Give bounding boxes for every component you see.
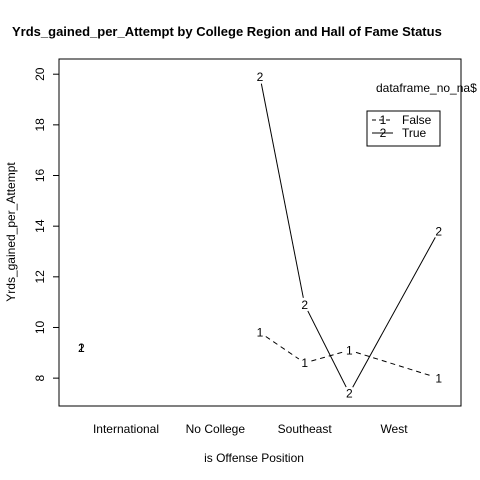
data-point: 1: [435, 371, 442, 385]
data-point: 2: [78, 341, 85, 355]
series-line-segment: [307, 310, 347, 388]
data-point: 1: [78, 341, 85, 355]
data-point: 2: [257, 70, 264, 84]
y-tick-label: 16: [33, 169, 47, 183]
y-tick-label: 18: [33, 118, 47, 132]
x-tick-label: West: [380, 422, 408, 436]
y-axis-label: Yrds_gained_per_Attempt: [4, 162, 18, 302]
series-line-segment: [260, 83, 304, 298]
series-line-segment: [265, 336, 300, 360]
legend-label: True: [402, 126, 427, 140]
series-line-segment: [355, 351, 433, 377]
legend-marker: 1: [380, 113, 387, 127]
y-tick-label: 20: [33, 67, 47, 81]
x-axis-label: is Offense Position: [204, 451, 304, 465]
y-tick-label: 12: [33, 270, 47, 284]
data-point: 2: [346, 387, 353, 401]
legend-marker: 2: [380, 126, 387, 140]
data-point: 2: [301, 298, 308, 312]
y-axis: 8 10 12 14 16 18 20: [33, 67, 60, 381]
legend: dataframe_no_na$ 1 False 2 True: [366, 81, 477, 147]
series-line-segment: [352, 237, 436, 388]
data-point: 1: [301, 356, 308, 370]
y-tick-label: 10: [33, 320, 47, 334]
y-tick-label: 14: [33, 219, 47, 233]
legend-label: False: [402, 113, 432, 127]
data-point: 2: [435, 224, 442, 238]
x-tick-label: International: [93, 422, 159, 436]
x-axis: International No College Southeast West: [93, 422, 408, 436]
x-tick-label: No College: [186, 422, 246, 436]
x-tick-label: Southeast: [278, 422, 333, 436]
legend-title: dataframe_no_na$: [376, 81, 477, 95]
legend-box: [366, 110, 441, 147]
data-point: 1: [257, 326, 264, 340]
series-line-segment: [311, 351, 343, 362]
chart-title: Yrds_gained_per_Attempt by College Regio…: [12, 24, 442, 39]
data-point: 1: [346, 343, 353, 357]
y-tick-label: 8: [33, 374, 47, 381]
